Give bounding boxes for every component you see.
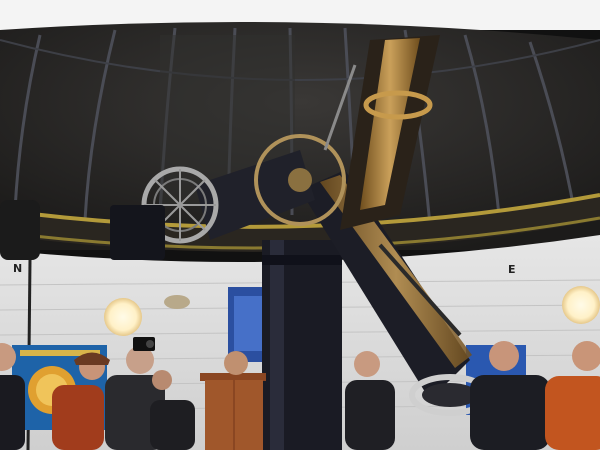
telescope-icon xyxy=(110,35,491,416)
person-glasses-right xyxy=(470,341,550,450)
person-red-jacket xyxy=(52,352,110,450)
camera-icon xyxy=(133,337,155,351)
lamp-icon xyxy=(104,298,142,336)
person-center xyxy=(345,351,395,450)
lamp-icon xyxy=(562,286,600,324)
wall-fixture xyxy=(164,295,190,309)
lectern xyxy=(200,373,266,450)
wall-letter-north: N xyxy=(13,262,23,275)
wall-letter-east: E xyxy=(508,263,516,276)
person-orange-jacket xyxy=(545,341,600,450)
poster-center xyxy=(228,287,268,362)
person-left-edge xyxy=(0,343,25,450)
telescope-pier xyxy=(262,240,342,450)
person-behind-lectern xyxy=(224,351,248,375)
person-back xyxy=(150,370,195,450)
